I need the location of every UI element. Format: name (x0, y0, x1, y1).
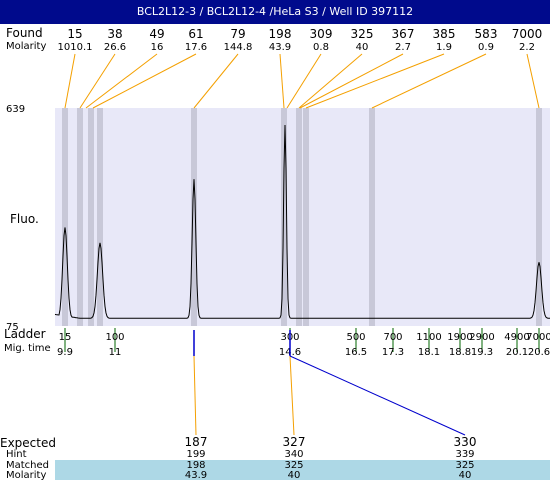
ladder-mig-time-label: 17.3 (382, 347, 404, 358)
found-molarity-label: 1010.1 (58, 42, 93, 53)
found-size-label: 583 (475, 27, 498, 41)
hint-value: 199 (186, 449, 205, 460)
found-size-label: 61 (188, 27, 203, 41)
found-size-label: 15 (67, 27, 82, 41)
ladder-size-label: 1900 (447, 332, 472, 343)
ladder-size-label: 2900 (469, 332, 494, 343)
found-size-label: 49 (149, 27, 164, 41)
ladder-mig-time-label: 18.8 (449, 347, 471, 358)
peak-band (97, 108, 103, 326)
found-molarity-label: 26.6 (104, 42, 126, 53)
peak-connector (79, 53, 116, 109)
peak-connector (526, 53, 540, 109)
peak-connector (305, 53, 445, 109)
found-molarity-label: 0.9 (478, 42, 494, 53)
peak-connector (193, 53, 239, 109)
expected-molarity: 40 (459, 470, 472, 480)
peak-connector (286, 53, 322, 109)
matched-label: Matched (6, 460, 50, 471)
fluo-axis-label: Fluo. (10, 212, 39, 226)
expected-connector (289, 355, 466, 436)
found-molarity-label: 144.8 (224, 42, 253, 53)
found-size-label: 38 (107, 27, 122, 41)
ladder-size-label: 4900 (504, 332, 529, 343)
ladder-size-label: 1100 (416, 332, 441, 343)
peak-connector (279, 53, 285, 109)
peak-connector (298, 53, 363, 109)
ladder-size-label: 100 (105, 332, 124, 343)
peak-band (88, 108, 94, 326)
ladder-size-label: 15 (59, 332, 72, 343)
bottom-molarity-label: Molarity (6, 470, 47, 481)
expected-connector (289, 355, 295, 436)
molarity-label: Molarity (6, 41, 47, 52)
expected-size: 330 (454, 435, 477, 449)
hint-label: Hint (6, 449, 27, 460)
ladder-size-label: 700 (383, 332, 402, 343)
found-size-label: 7000 (512, 27, 543, 41)
found-size-label: 309 (310, 27, 333, 41)
peak-band (191, 108, 197, 326)
ladder-size-label: 7000 (526, 332, 550, 343)
ladder-size-label: 500 (346, 332, 365, 343)
plot-area (55, 108, 550, 326)
y-min-tick: 75 (6, 322, 19, 333)
peak-band (77, 108, 83, 326)
found-size-label: 385 (433, 27, 456, 41)
found-molarity-label: 0.8 (313, 42, 329, 53)
peak-band (281, 108, 287, 326)
matched-value: 325 (284, 460, 303, 471)
found-molarity-label: 2.7 (395, 42, 411, 53)
title-bar: BCL2L12-3 / BCL2L12-4 /HeLa S3 / Well ID… (0, 0, 550, 24)
peak-connector (371, 53, 487, 109)
peak-connector (64, 53, 76, 109)
ladder-mig-time-label: 11 (109, 347, 122, 358)
ladder-mig-time-label: 20.6 (528, 347, 550, 358)
peak-connector (85, 53, 158, 109)
found-label: Found (6, 26, 43, 40)
peak-connector (92, 53, 197, 109)
peak-band (62, 108, 68, 326)
found-size-label: 198 (269, 27, 292, 41)
ladder-mig-time-label: 18.1 (418, 347, 440, 358)
found-size-label: 79 (230, 27, 245, 41)
found-molarity-label: 2.2 (519, 42, 535, 53)
ladder-label: Ladder (4, 327, 46, 341)
ladder-mig-time-label: 16.5 (345, 347, 367, 358)
found-molarity-label: 1.9 (436, 42, 452, 53)
hint-value: 339 (455, 449, 474, 460)
hint-value: 340 (284, 449, 303, 460)
peak-band (303, 108, 309, 326)
found-molarity-label: 17.6 (185, 42, 207, 53)
matched-value: 198 (186, 460, 205, 471)
peak-band (296, 108, 302, 326)
peak-band (536, 108, 542, 326)
found-molarity-label: 16 (151, 42, 164, 53)
found-molarity-label: 43.9 (269, 42, 291, 53)
expected-molarity: 43.9 (185, 470, 207, 480)
peak-connector (299, 53, 404, 109)
ladder-mig-time-label: 20.1 (506, 347, 528, 358)
expected-connector (193, 355, 197, 436)
matched-value: 325 (455, 460, 474, 471)
mig-time-label: Mig. time (4, 343, 51, 354)
expected-size: 327 (283, 435, 306, 449)
expected-label: Expected (0, 436, 56, 450)
peak-band (369, 108, 375, 326)
ladder-mig-time-label: 19.3 (471, 347, 493, 358)
y-max-tick: 639 (6, 104, 26, 115)
ladder-mig-time-label: 9.9 (57, 347, 73, 358)
matched-row-highlight (55, 460, 550, 480)
expected-molarity: 40 (288, 470, 301, 480)
expected-size: 187 (185, 435, 208, 449)
found-size-label: 325 (351, 27, 374, 41)
found-size-label: 367 (392, 27, 415, 41)
fluorescence-trace (54, 124, 550, 319)
found-molarity-label: 40 (356, 42, 369, 53)
